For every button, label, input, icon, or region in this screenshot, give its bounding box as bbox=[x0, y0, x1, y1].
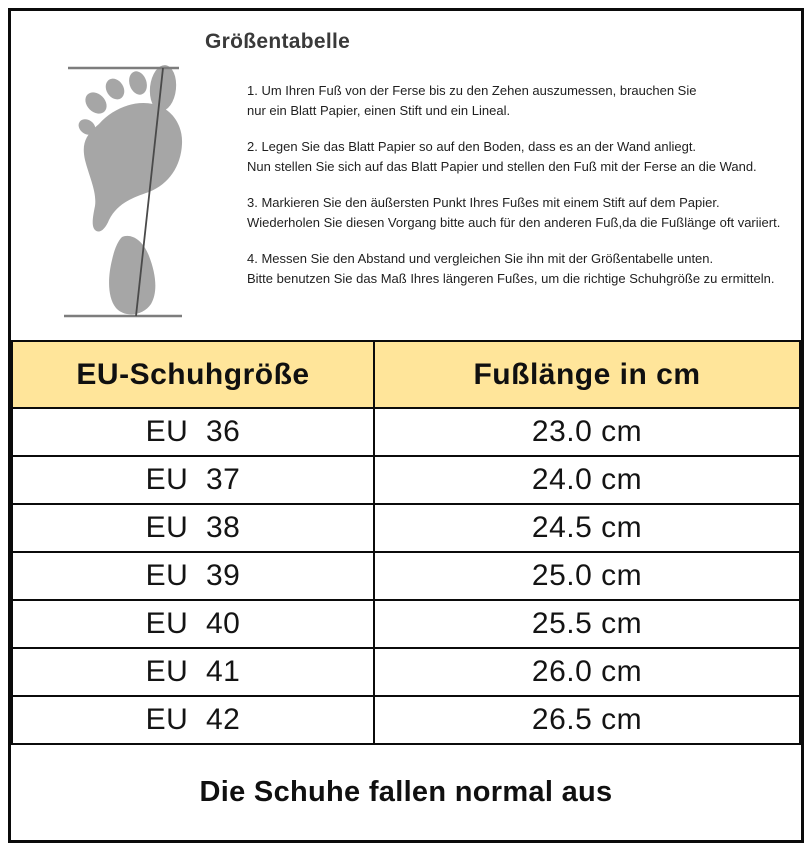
length-cell: 26.5 cm bbox=[373, 695, 801, 745]
size-cell: EU 40 bbox=[11, 599, 375, 649]
size-cell: EU 37 bbox=[11, 455, 375, 505]
foot-measurement-icon bbox=[64, 65, 183, 318]
size-cell: EU 36 bbox=[11, 407, 375, 457]
size-cell: EU 42 bbox=[11, 695, 375, 745]
instruction-step-3: 3. Markieren Sie den äußersten Punkt Ihr… bbox=[247, 195, 781, 230]
table-row: EU 41 26.0 cm bbox=[11, 647, 801, 697]
table-row: EU 37 24.0 cm bbox=[11, 455, 801, 505]
size-cell: EU 38 bbox=[11, 503, 375, 553]
instructions-section: Größentabelle 1. Um Ihren Fuß von der Fe… bbox=[11, 11, 801, 340]
table-row: EU 42 26.5 cm bbox=[11, 695, 801, 745]
size-cell: EU 41 bbox=[11, 647, 375, 697]
length-cell: 26.0 cm bbox=[373, 647, 801, 697]
instruction-step-1: 1. Um Ihren Fuß von der Ferse bis zu den… bbox=[247, 83, 697, 118]
table-row: EU 39 25.0 cm bbox=[11, 551, 801, 601]
table-header-size: EU-Schuhgröße bbox=[11, 340, 375, 409]
page-frame: Größentabelle 1. Um Ihren Fuß von der Fe… bbox=[8, 8, 804, 843]
page-title: Größentabelle bbox=[205, 30, 351, 53]
table-header-row: EU-Schuhgröße Fußlänge in cm bbox=[11, 340, 801, 409]
length-cell: 25.0 cm bbox=[373, 551, 801, 601]
size-table: EU-Schuhgröße Fußlänge in cm EU 36 23.0 … bbox=[11, 340, 801, 745]
table-header-length: Fußlänge in cm bbox=[373, 340, 801, 409]
instruction-step-4: 4. Messen Sie den Abstand und vergleiche… bbox=[247, 251, 775, 286]
table-row: EU 40 25.5 cm bbox=[11, 599, 801, 649]
table-row: EU 38 24.5 cm bbox=[11, 503, 801, 553]
length-cell: 23.0 cm bbox=[373, 407, 801, 457]
instructions-list: 1. Um Ihren Fuß von der Ferse bis zu den… bbox=[247, 81, 795, 305]
length-cell: 25.5 cm bbox=[373, 599, 801, 649]
fit-note: Die Schuhe fallen normal aus bbox=[199, 776, 613, 808]
table-row: EU 36 23.0 cm bbox=[11, 407, 801, 457]
instruction-step-2: 2. Legen Sie das Blatt Papier so auf den… bbox=[247, 139, 757, 174]
length-cell: 24.0 cm bbox=[373, 455, 801, 505]
size-cell: EU 39 bbox=[11, 551, 375, 601]
length-cell: 24.5 cm bbox=[373, 503, 801, 553]
